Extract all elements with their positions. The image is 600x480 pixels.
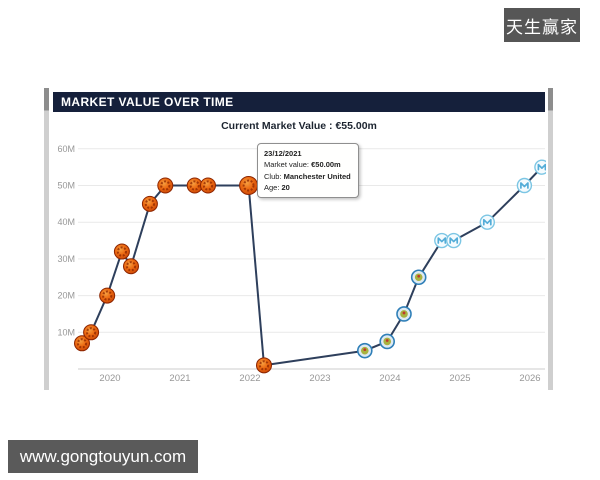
x-axis-tick-label: 2020 [99,373,120,384]
axes: 10M 20M 30M 40M 50M 60M 2020 2021 2022 2023 2024 20… [57,144,545,384]
y-axis-tick-label: 10M [57,327,75,337]
data-point-marker-manchester-united[interactable] [186,177,203,194]
data-point-marker-getafe[interactable] [410,269,427,286]
data-point-marker-manchester-united[interactable] [74,335,90,352]
y-axis-tick-label: 40M [57,217,75,227]
data-point-marker-getafe[interactable] [356,342,373,359]
tooltip-market-value: Market value: €50.00m [264,160,341,170]
current-market-value-label: Current Market Value : €55.00m [221,120,377,132]
tooltip-club: Club: Manchester United [264,171,351,181]
tooltip-date: 23/12/2021 [264,149,302,158]
data-point-marker-manchester-united[interactable] [83,324,100,341]
x-axis-tick-label: 2026 [519,373,540,384]
watermark-url: www.gongtouyun.com [8,440,198,473]
x-axis-tick-label: 2024 [379,373,400,384]
data-point-marker-manchester-united[interactable] [123,258,139,275]
data-point-marker-marseille[interactable] [534,159,546,175]
data-point-marker-getafe[interactable] [379,333,396,350]
data-point-marker-marseille[interactable] [479,214,495,230]
watermark-badge: 天生赢家 [504,8,580,42]
market-value-header-bar: MARKET VALUE OVER TIME [53,92,545,112]
y-axis-tick-label: 50M [57,181,75,191]
y-axis-tick-label: 30M [57,254,75,264]
data-point-marker-manchester-united[interactable] [141,195,158,212]
market-value-chart[interactable]: 10M 20M 30M 40M 50M 60M 2020 2021 2022 2023 2024 20… [53,112,546,392]
data-point-marker-manchester-united[interactable] [256,357,272,374]
x-axis-tick-label: 2022 [239,373,260,384]
data-point-marker-manchester-united[interactable] [99,287,116,304]
data-point-marker-marseille[interactable] [446,232,462,249]
data-point-marker-manchester-united[interactable] [239,176,259,195]
x-axis-tick-label: 2021 [169,373,190,384]
data-point-marker-getafe[interactable] [396,306,412,322]
data-point-marker-marseille[interactable] [516,177,533,194]
market-value-title: MARKET VALUE OVER TIME [61,95,234,109]
tooltip-age: Age: 20 [264,182,290,192]
data-point-marker-manchester-united[interactable] [157,177,174,194]
x-axis-tick-label: 2023 [309,373,330,384]
chart-tooltip: 23/12/2021 Market value: €50.00m Club: M… [257,143,359,198]
y-axis-tick-label: 20M [57,291,75,301]
left-border-strip [44,88,49,390]
x-axis-tick-label: 2025 [449,373,470,384]
data-points[interactable] [74,159,547,374]
data-point-marker-manchester-united[interactable] [113,243,130,260]
data-point-marker-manchester-united[interactable] [200,177,216,194]
y-axis-tick-label: 60M [57,144,75,154]
right-border-strip [548,88,553,390]
